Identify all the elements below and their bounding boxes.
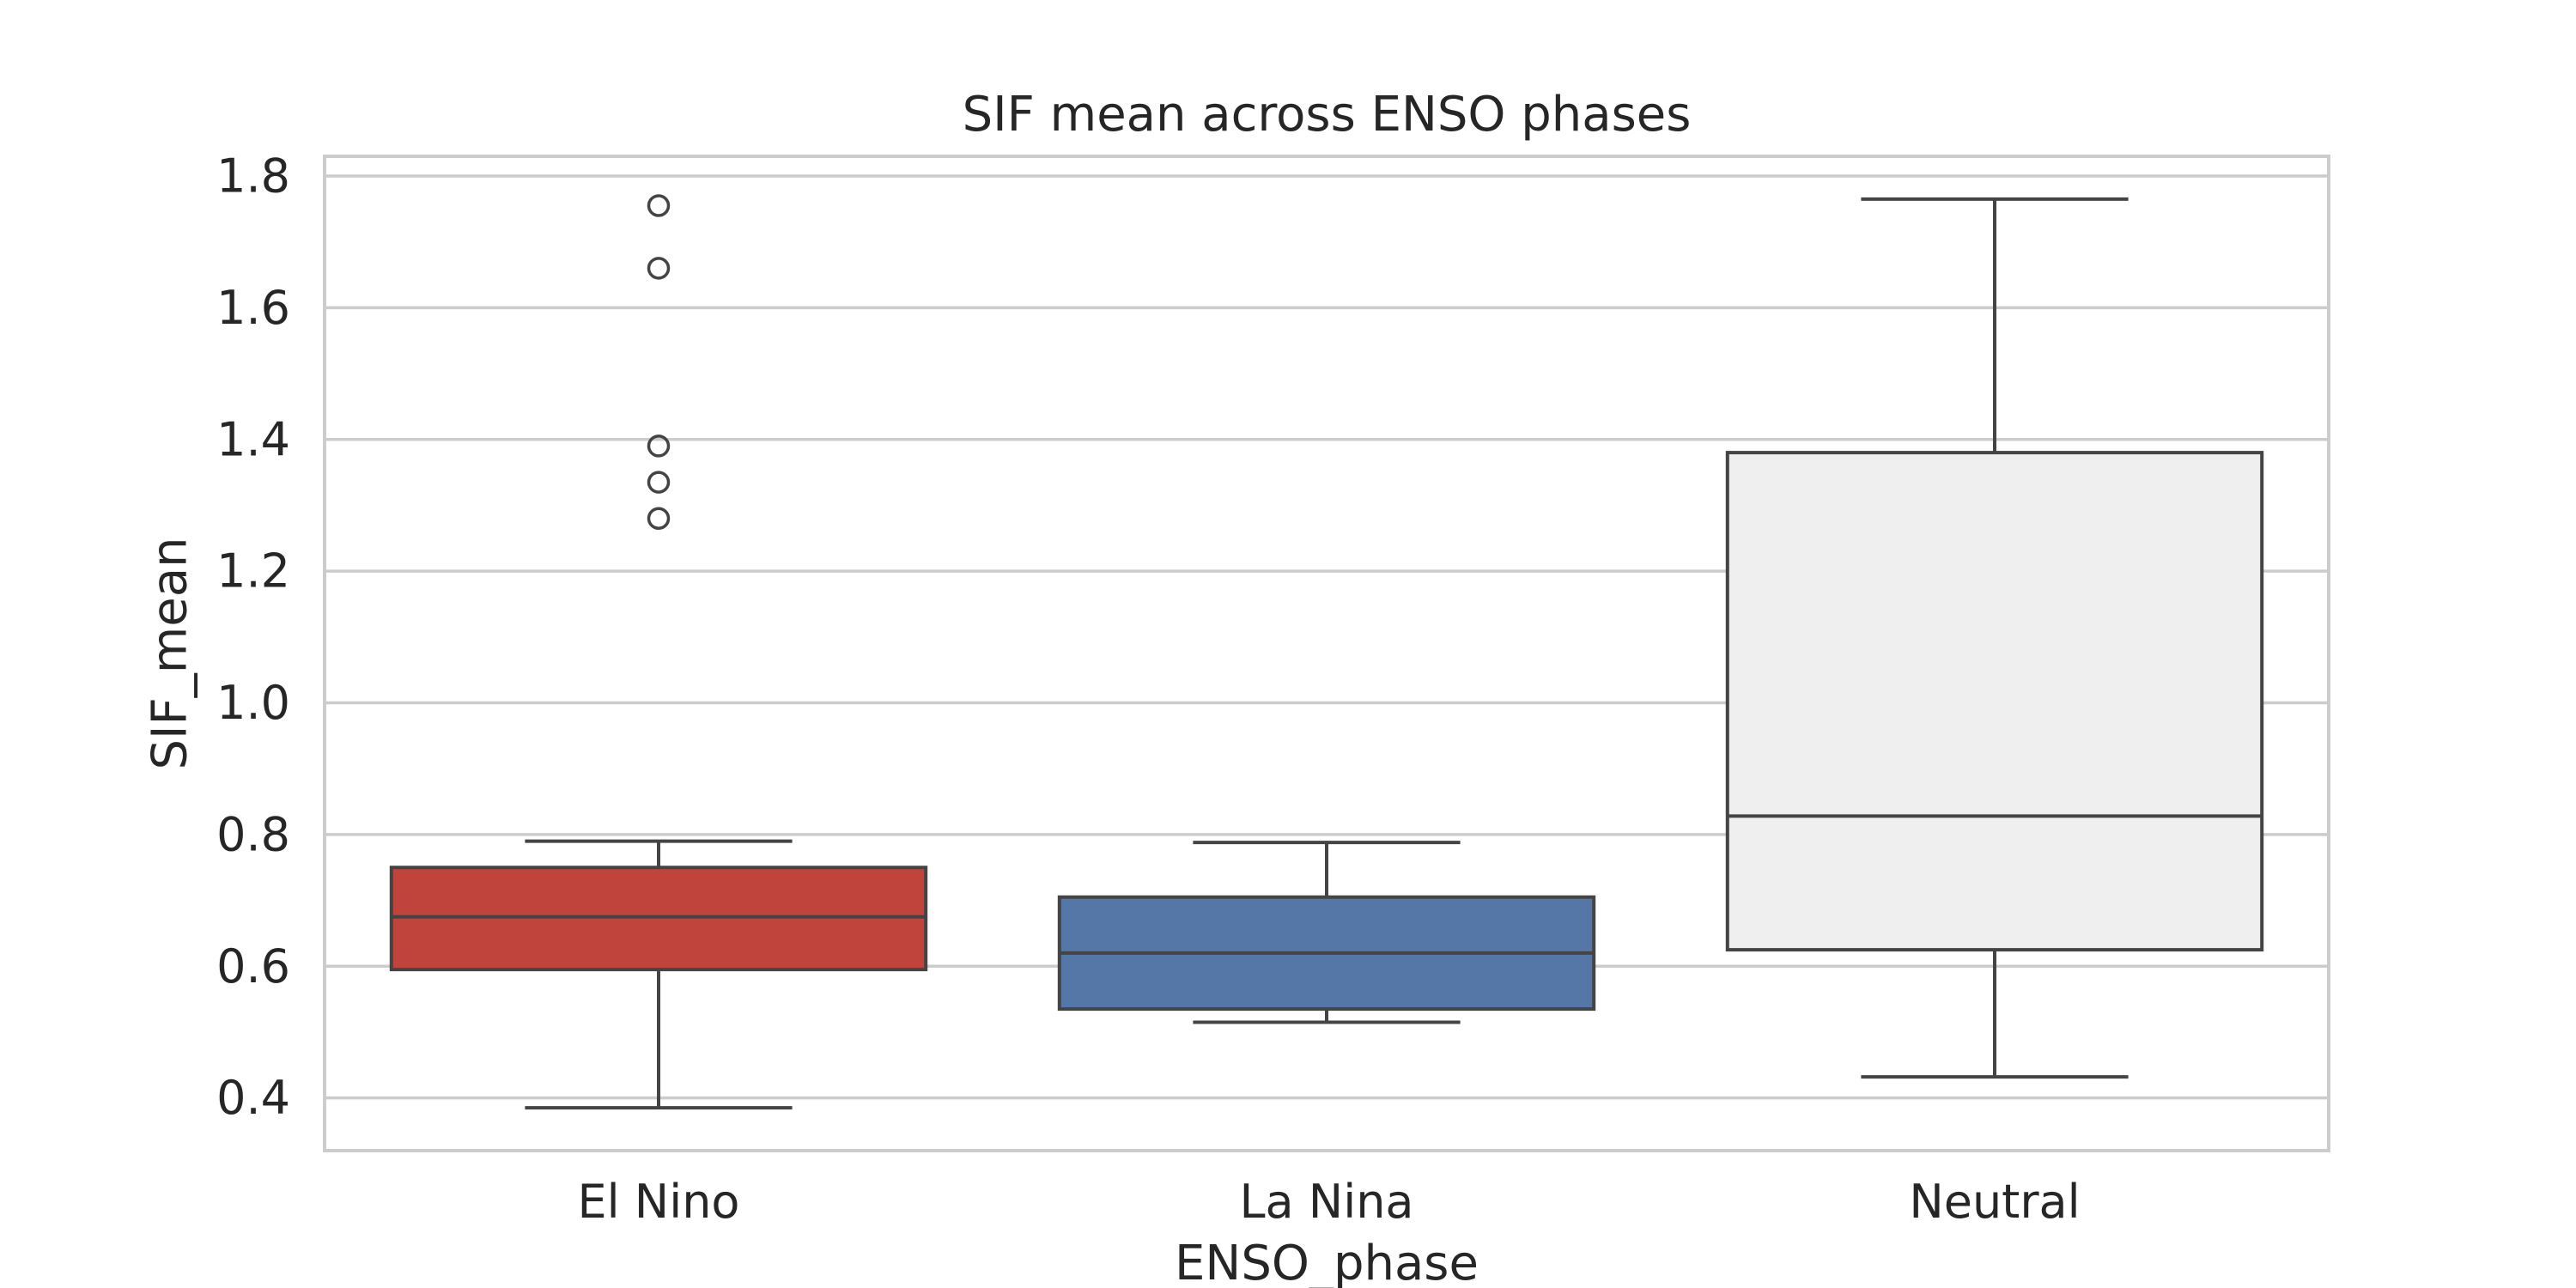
outlier-point <box>647 471 671 494</box>
y-tick-labels: 0.4 0.6 0.8 1.0 1.2 1.4 1.6 1.8 <box>216 149 290 1126</box>
y-tick-label: 1.4 <box>216 412 290 466</box>
x-tick-label: La Nina <box>1239 1175 1413 1229</box>
x-axis-label: ENSO_phase <box>1175 1236 1479 1288</box>
y-tick-label: 0.4 <box>216 1071 290 1125</box>
y-tick-label: 1.8 <box>216 149 290 204</box>
iqr-box <box>1725 451 2264 952</box>
y-tick-label: 1.2 <box>216 544 290 598</box>
y-tick-label: 0.6 <box>216 939 290 993</box>
y-tick-label: 1.0 <box>216 676 290 730</box>
box-group <box>1057 841 1596 1024</box>
chart-title: SIF mean across ENSO phases <box>963 87 1692 143</box>
x-tick-label: Neutral <box>1909 1175 2080 1229</box>
y-tick-label: 0.8 <box>216 807 290 861</box>
outlier-point <box>647 194 671 217</box>
y-tick-label: 1.6 <box>216 281 290 335</box>
outlier-point <box>647 507 671 531</box>
x-tick-label: El Nino <box>578 1175 740 1229</box>
outlier-point <box>647 434 671 458</box>
boxes <box>389 194 2264 1110</box>
x-tick-labels: El Nino La Nina Neutral <box>578 1175 2081 1229</box>
outlier-point <box>647 257 671 280</box>
box-group <box>389 194 928 1110</box>
box-group <box>1725 197 2264 1079</box>
plot-frame <box>323 155 2330 1152</box>
y-axis-label: SIF_mean <box>143 537 198 769</box>
